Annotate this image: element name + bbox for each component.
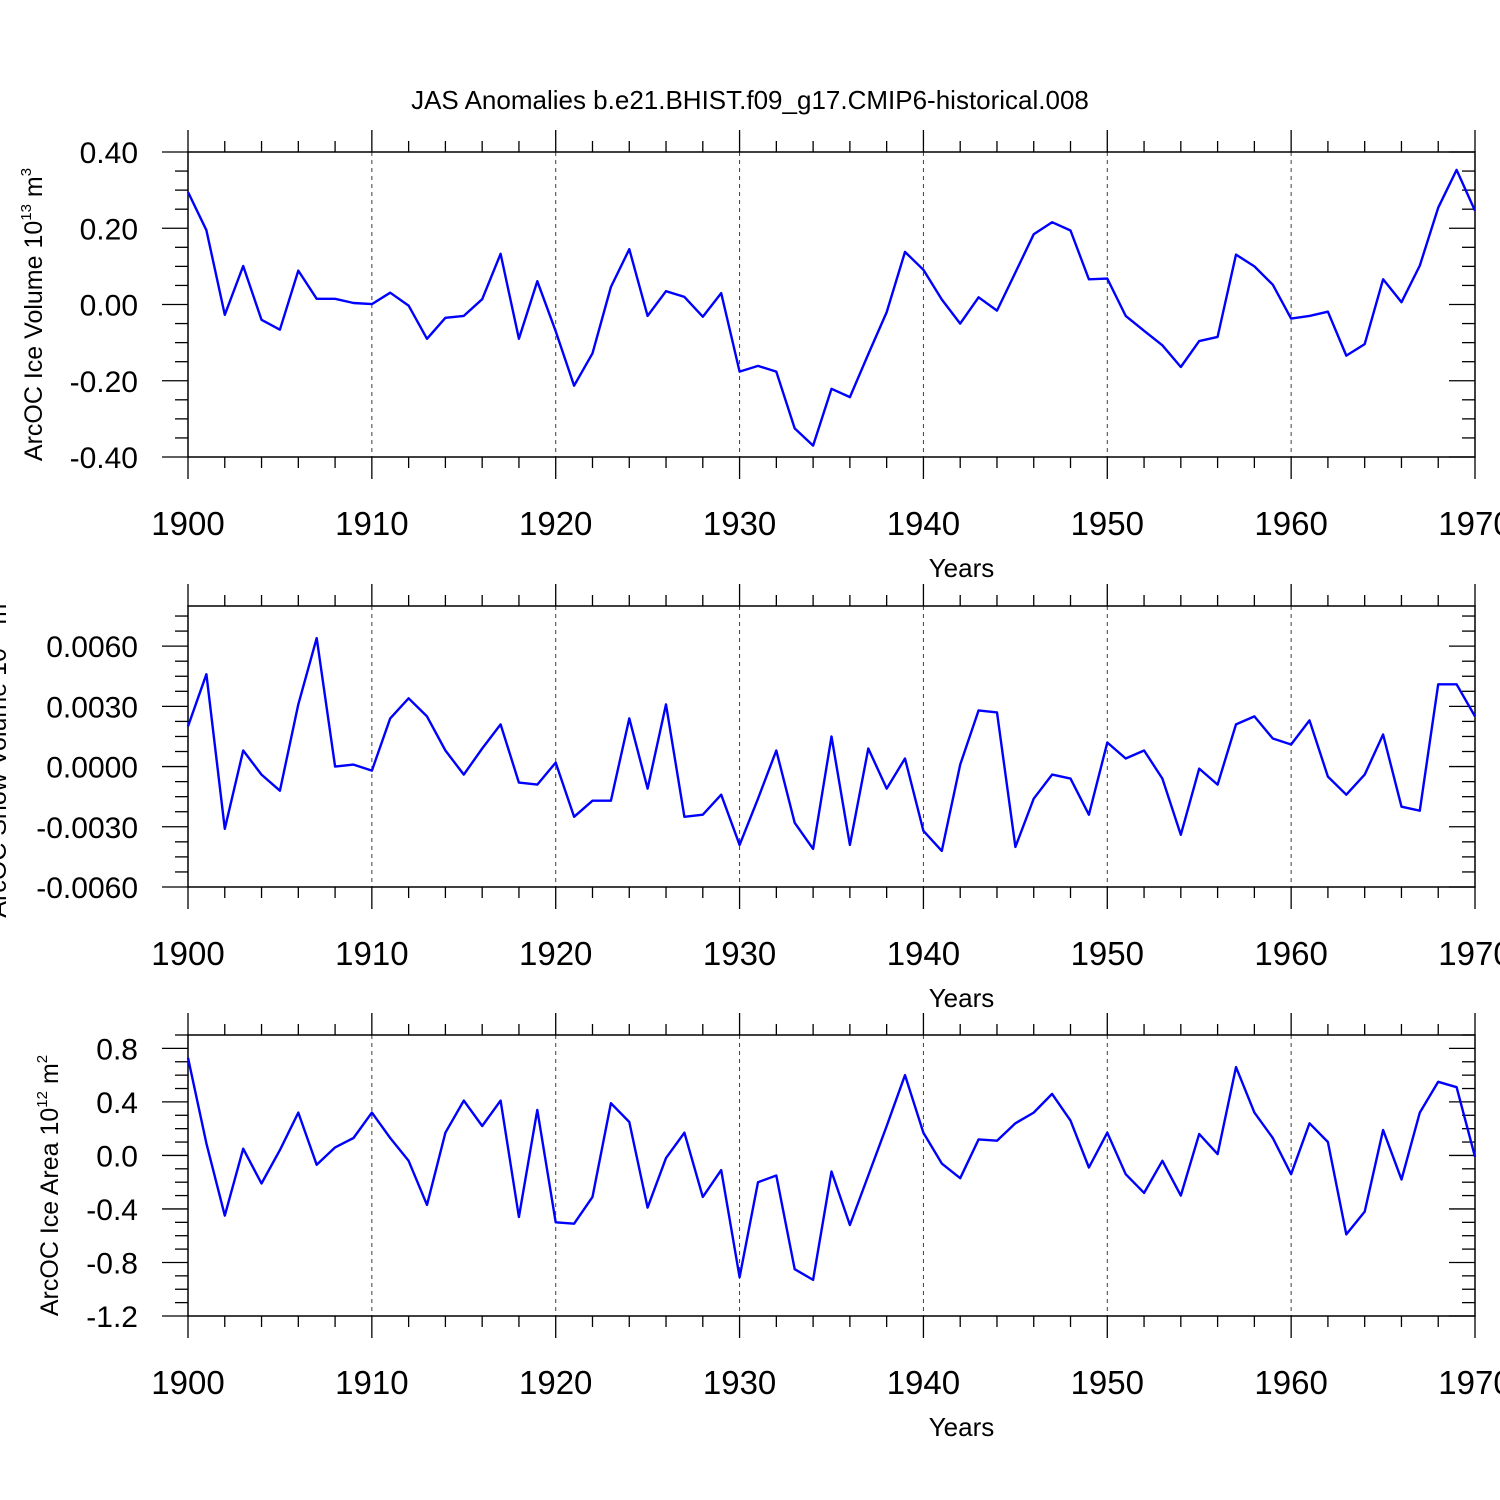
panel-ice-area: 1900 1910 1920 1930 1940 1950 1960 1970 -1.2 -0.8…	[34, 1013, 1500, 1442]
x-tick-label-1970: 1970	[1438, 1364, 1500, 1401]
y-tick-label: -0.8	[86, 1247, 138, 1280]
x-tick-label-1930: 1930	[703, 935, 776, 972]
y-tick-label: 0.8	[96, 1033, 138, 1066]
y-axis-label-text: ArcOC Ice Area 10	[36, 1108, 64, 1316]
x-tick-label-1940: 1940	[887, 1364, 960, 1401]
y-tick-label: -0.4	[86, 1194, 138, 1227]
x-tick-label-1900: 1900	[151, 1364, 224, 1401]
x-tick-label-1900: 1900	[151, 505, 224, 542]
y-tick-label: -0.40	[70, 442, 138, 475]
chart-title: JAS Anomalies b.e21.BHIST.f09_g17.CMIP6-…	[411, 85, 1089, 115]
y-axis-label: ArcOC Ice Volume 1013 m3	[18, 168, 48, 461]
y-axis-label-unit-exponent: 2	[34, 1055, 51, 1063]
panel-ice-volume: 1900 1910 1920 1930 1940 1950 1960 1970 -0.40 -0.…	[18, 130, 1500, 583]
x-tick-label-1970: 1970	[1438, 935, 1500, 972]
x-tick-label-1940: 1940	[887, 935, 960, 972]
x-tick-label-1910: 1910	[335, 935, 408, 972]
y-axis-label-exponent: 12	[34, 1091, 51, 1108]
x-tick-label-1950: 1950	[1071, 505, 1144, 542]
x-tick-label-1940: 1940	[887, 505, 960, 542]
x-tick-label-1910: 1910	[335, 1364, 408, 1401]
x-tick-label-1970: 1970	[1438, 505, 1500, 542]
y-tick-label: -0.20	[70, 366, 138, 399]
panels: 1900 1910 1920 1930 1940 1950 1960 1970 -0.40 -0.…	[0, 130, 1500, 1442]
y-tick-label: 0.0060	[46, 631, 138, 664]
y-tick-label: 0.0030	[46, 691, 138, 724]
y-tick-label: 0.00	[80, 290, 138, 323]
x-tick-label-1920: 1920	[519, 505, 592, 542]
x-tick-label-1920: 1920	[519, 935, 592, 972]
plot-frame	[187, 1034, 1476, 1317]
series-line-ice-volume	[186, 168, 1477, 447]
x-tick-label-1950: 1950	[1071, 935, 1144, 972]
y-tick-label: 0.20	[80, 213, 138, 246]
y-axis-label-unit-exponent: 3	[18, 168, 35, 176]
x-tick-label-1950: 1950	[1071, 1364, 1144, 1401]
y-axis-label-exponent: 13	[18, 204, 35, 221]
y-tick-label: 0.4	[96, 1087, 138, 1120]
y-axis-label: ArcOC Ice Area 1012 m2	[34, 1055, 64, 1316]
x-axis-label: Years	[929, 983, 995, 1013]
x-tick-label-1930: 1930	[703, 1364, 776, 1401]
y-tick-label: -1.2	[86, 1301, 138, 1334]
x-tick-label-1960: 1960	[1254, 935, 1327, 972]
y-axis-label-text: ArcOC Ice Volume 10	[20, 221, 48, 461]
y-axis-label-text: ArcOC Snow Volume 10	[0, 648, 12, 918]
y-axis-label-unit: m	[20, 176, 48, 204]
x-tick-label-1960: 1960	[1254, 505, 1327, 542]
y-tick-label: 0.0	[96, 1140, 138, 1173]
y-tick-label: 0.40	[80, 137, 138, 170]
x-tick-label-1930: 1930	[703, 505, 776, 542]
x-axis-label: Years	[929, 1412, 995, 1442]
panel-snow-volume: 1900 1910 1920 1930 1940 1950 1960 1970 -0.0060 -…	[0, 584, 1500, 1013]
x-tick-label-1910: 1910	[335, 505, 408, 542]
x-axis-label: Years	[929, 553, 995, 583]
y-axis-label-unit: m	[36, 1063, 64, 1091]
y-tick-label: -0.0060	[36, 872, 138, 905]
x-tick-label-1920: 1920	[519, 1364, 592, 1401]
y-axis-label: ArcOC Snow Volume 1013 m3	[0, 595, 12, 917]
y-tick-label: 0.0000	[46, 752, 138, 785]
x-tick-label-1900: 1900	[151, 935, 224, 972]
y-axis-label-unit: m	[0, 604, 12, 632]
x-tick-label-1960: 1960	[1254, 1364, 1327, 1401]
series-line-ice-area	[186, 1057, 1477, 1282]
plot-frame	[187, 605, 1476, 888]
series-line-snow-volume	[186, 636, 1477, 853]
y-tick-label: -0.0030	[36, 812, 138, 845]
